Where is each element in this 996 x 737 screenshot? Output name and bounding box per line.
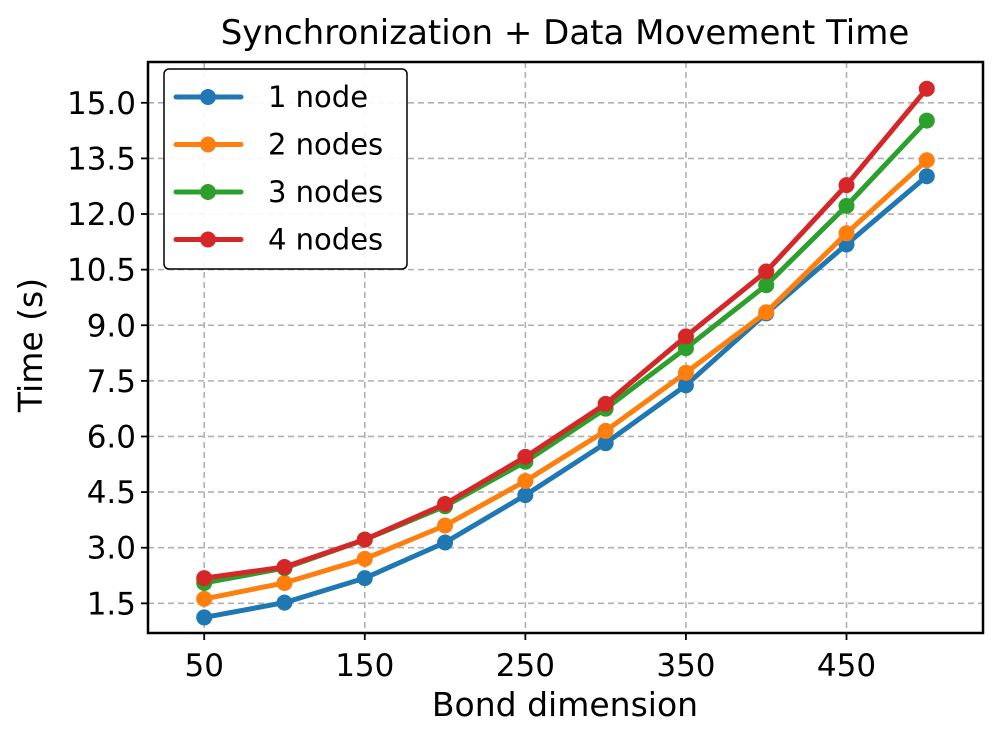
data-point-4-nodes (758, 263, 775, 280)
y-tick-label: 9.0 (87, 308, 136, 344)
data-point-1-node (196, 609, 213, 626)
legend-label-1-node: 1 node (268, 80, 368, 114)
x-tick-label: 450 (817, 648, 876, 684)
y-tick-label: 15.0 (67, 86, 136, 122)
x-axis-label: Bond dimension (432, 685, 698, 724)
data-point-2-nodes (758, 304, 775, 321)
legend-marker-4-nodes (200, 231, 216, 248)
series-line-4-nodes (201, 86, 930, 581)
data-point-4-nodes (597, 395, 614, 412)
data-point-4-nodes (276, 559, 293, 576)
legend-marker-2-nodes (200, 136, 216, 153)
data-point-2-nodes (356, 550, 373, 567)
data-point-3-nodes (758, 277, 775, 294)
data-point-4-nodes (517, 448, 534, 465)
y-axis-label: Time (s) (11, 278, 50, 413)
data-point-4-nodes (196, 570, 213, 587)
x-tick-label: 50 (184, 648, 223, 684)
data-point-3-nodes (677, 340, 694, 357)
legend-label-4-nodes: 4 nodes (268, 223, 383, 257)
data-point-2-nodes (517, 472, 534, 489)
data-point-1-node (918, 168, 935, 185)
legend-marker-1-node (200, 89, 216, 105)
data-point-2-nodes (276, 574, 293, 591)
y-axis: 1.5 3.0 4.5 6.0 7.5 9.0 10.5 12.0 13.5 15.0 (67, 86, 148, 622)
data-point-2-nodes (597, 422, 614, 439)
data-point-2-nodes (437, 517, 454, 534)
series-line-2-nodes (201, 157, 930, 602)
data-point-4-nodes (918, 80, 935, 97)
data-point-3-nodes (838, 197, 855, 214)
y-tick-label: 13.5 (67, 141, 136, 177)
x-tick-label: 150 (335, 648, 394, 684)
x-tick-label: 350 (656, 648, 715, 684)
data-point-1-node (356, 570, 373, 587)
chart-title: Synchronization + Data Movement Time (221, 13, 910, 53)
data-point-1-node (437, 534, 454, 551)
data-point-4-nodes (677, 328, 694, 345)
data-point-2-nodes (918, 152, 935, 169)
series-line-1-node (201, 173, 930, 620)
y-tick-label: 1.5 (87, 586, 136, 622)
data-point-1-node (677, 377, 694, 394)
data-point-2-nodes (838, 225, 855, 242)
y-tick-label: 4.5 (87, 475, 136, 511)
plot-frame (146, 60, 985, 635)
data-point-1-node (597, 435, 614, 452)
legend-box (163, 68, 408, 270)
data-point-1-node (276, 594, 293, 611)
series-layer (196, 80, 935, 626)
x-tick-label: 250 (496, 648, 555, 684)
legend: 1 node 2 nodes 3 nodes 4 nodes (163, 68, 408, 270)
y-tick-label: 10.5 (67, 253, 136, 289)
data-point-4-nodes (838, 177, 855, 194)
y-tick-label: 3.0 (87, 531, 136, 567)
legend-label-3-nodes: 3 nodes (268, 175, 383, 209)
y-tick-label: 12.0 (67, 197, 136, 233)
legend-label-2-nodes: 2 nodes (268, 128, 383, 162)
x-axis: 50 150 250 350 450 (184, 633, 876, 684)
data-point-2-nodes (196, 590, 213, 607)
y-tick-label: 7.5 (87, 364, 136, 400)
grid-layer (148, 62, 983, 633)
data-point-4-nodes (437, 495, 454, 512)
data-point-2-nodes (677, 364, 694, 381)
data-point-4-nodes (356, 531, 373, 548)
data-point-1-node (517, 487, 534, 504)
data-point-3-nodes (918, 112, 935, 129)
y-tick-label: 6.0 (87, 419, 136, 455)
legend-marker-3-nodes (200, 184, 216, 200)
